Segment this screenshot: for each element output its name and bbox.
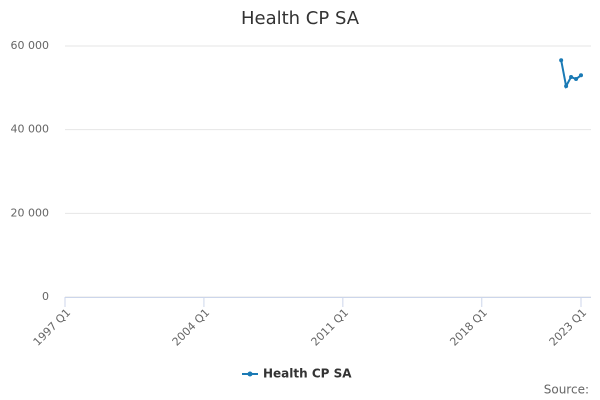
x-tick-label: 2011 Q1 xyxy=(309,306,352,349)
x-tick-label: 2023 Q1 xyxy=(547,306,590,349)
chart-title: Health CP SA xyxy=(241,8,360,29)
y-tick-label: 20 000 xyxy=(11,206,50,219)
x-tick-label: 2004 Q1 xyxy=(170,306,213,349)
x-tick-label: 1997 Q1 xyxy=(31,306,74,349)
x-tick-label: 2018 Q1 xyxy=(447,306,490,349)
y-tick-label: 0 xyxy=(42,290,49,303)
legend: Health CP SA xyxy=(242,367,352,381)
legend-marker xyxy=(247,371,253,377)
point xyxy=(569,74,574,79)
y-tick-label: 60 000 xyxy=(11,39,50,52)
point xyxy=(574,77,579,82)
series-line xyxy=(560,60,582,90)
legend-label: Health CP SA xyxy=(263,367,352,381)
y-tick-label: 40 000 xyxy=(11,123,50,136)
point xyxy=(559,58,564,63)
point xyxy=(579,73,583,78)
point xyxy=(564,84,569,89)
source: Source: xyxy=(544,383,589,397)
